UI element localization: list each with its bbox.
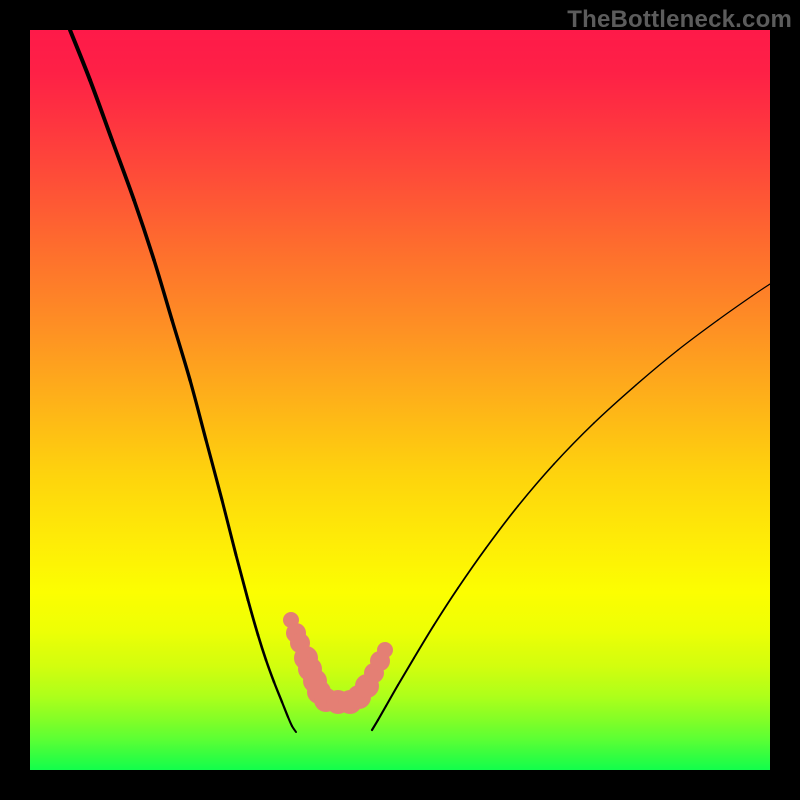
bottleneck-chart xyxy=(0,0,800,800)
watermark-label: TheBottleneck.com xyxy=(567,6,792,34)
plot-gradient-background xyxy=(30,30,770,770)
chart-container: TheBottleneck.com xyxy=(0,0,800,800)
valley-marker-bead xyxy=(377,642,393,658)
